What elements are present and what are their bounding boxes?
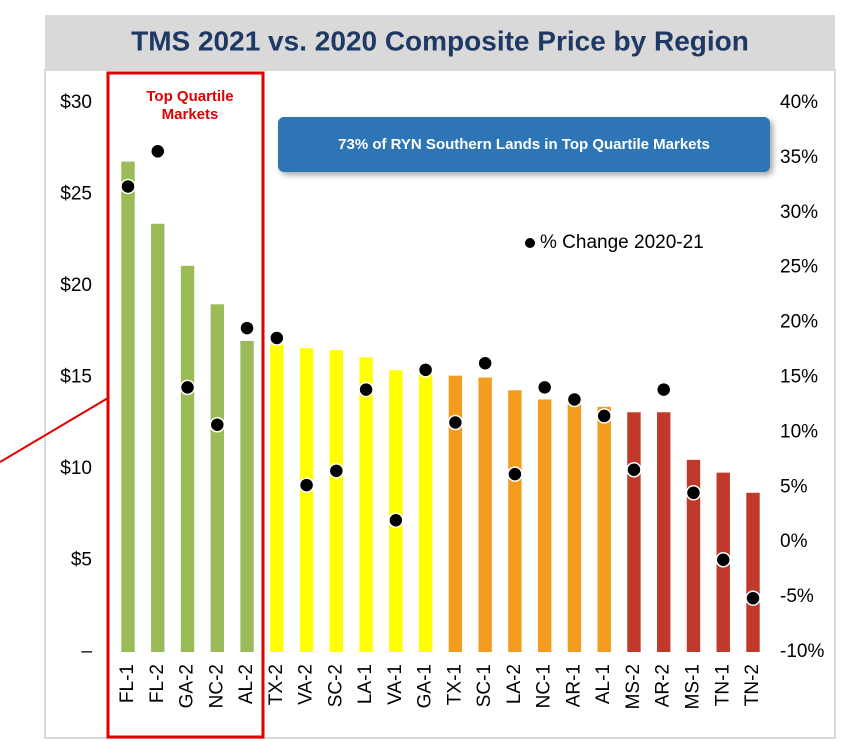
y2-tick-label: 5% xyxy=(780,476,808,497)
x-tick-label: SC-2 xyxy=(325,664,346,707)
point xyxy=(358,381,374,398)
bar xyxy=(686,459,701,652)
x-tick-label: LA-2 xyxy=(504,664,525,704)
y-tick-label: – xyxy=(81,641,92,662)
title-banner xyxy=(45,15,835,70)
annotation: Markets xyxy=(162,106,219,123)
bar xyxy=(508,390,522,652)
legend-label: % Change 2020-21 xyxy=(540,232,704,253)
bar xyxy=(537,399,552,652)
point xyxy=(150,143,166,160)
bar xyxy=(359,357,373,652)
x-tick-label: AR-2 xyxy=(653,664,674,707)
y2-tick-label: 25% xyxy=(780,257,818,278)
point xyxy=(655,381,672,398)
y-tick-label: $5 xyxy=(71,550,92,571)
plot-border xyxy=(44,69,836,739)
point xyxy=(417,362,434,378)
bar xyxy=(389,370,403,652)
y-tick-label: $25 xyxy=(60,184,92,205)
point xyxy=(388,512,404,528)
y2-tick-label: 0% xyxy=(780,531,808,552)
annotation: Top Quartile xyxy=(146,88,233,105)
y2-tick-label: 10% xyxy=(780,421,818,442)
bar xyxy=(478,377,492,652)
bar xyxy=(567,403,582,652)
bar xyxy=(627,412,641,652)
bar xyxy=(210,304,224,652)
x-tick-label: TX-1 xyxy=(444,664,465,705)
x-tick-label: LA-1 xyxy=(355,664,376,704)
x-tick-label: TX-2 xyxy=(266,664,287,705)
x-tick-label: SC-1 xyxy=(474,664,495,707)
x-tick-label: TN-1 xyxy=(712,664,733,706)
y2-tick-label: -10% xyxy=(780,641,824,662)
x-tick-label: FL-2 xyxy=(147,664,168,703)
point xyxy=(477,355,493,371)
point xyxy=(566,391,583,408)
y2-tick-label: 40% xyxy=(780,92,818,113)
bar xyxy=(240,340,254,652)
y2-tick-label: 35% xyxy=(780,147,818,168)
point xyxy=(507,466,523,482)
y2-tick-label: -5% xyxy=(780,586,814,607)
chart-title: TMS 2021 vs. 2020 Composite Price by Reg… xyxy=(131,25,749,56)
x-tick-label: NC-2 xyxy=(206,664,227,708)
x-tick-label: AR-1 xyxy=(563,664,584,707)
y2-tick-label: 15% xyxy=(780,367,818,388)
bar xyxy=(180,265,195,652)
x-tick-label: NC-1 xyxy=(534,664,555,708)
bar xyxy=(746,492,760,652)
x-tick-label: AL-1 xyxy=(593,664,614,704)
bar xyxy=(448,375,463,652)
x-tick-label: GA-2 xyxy=(177,664,198,708)
point xyxy=(596,408,612,424)
point xyxy=(626,461,642,478)
bar xyxy=(151,223,165,652)
point xyxy=(536,379,553,396)
y-tick-label: $20 xyxy=(60,275,92,296)
point xyxy=(685,485,702,501)
x-tick-label: FL-1 xyxy=(117,664,138,703)
y-tick-label: $15 xyxy=(60,367,92,388)
point xyxy=(715,552,731,568)
y2-tick-label: 30% xyxy=(780,202,818,223)
point xyxy=(209,416,226,433)
bar xyxy=(597,406,611,652)
point xyxy=(328,463,345,479)
point xyxy=(447,414,464,431)
point xyxy=(239,320,255,336)
x-tick-label: MS-2 xyxy=(623,664,644,709)
x-tick-label: AL-2 xyxy=(236,664,257,704)
bar xyxy=(270,344,284,652)
callout-text: 73% of RYN Southern Lands in Top Quartil… xyxy=(338,136,710,153)
point xyxy=(120,178,136,195)
point xyxy=(269,330,285,346)
y-tick-label: $10 xyxy=(60,458,92,479)
y-tick-label: $30 xyxy=(60,92,92,113)
point xyxy=(745,590,761,606)
callout-box xyxy=(278,117,770,172)
x-tick-label: MS-1 xyxy=(682,664,703,709)
x-tick-label: VA-2 xyxy=(296,664,317,705)
y2-tick-label: 20% xyxy=(780,312,818,333)
bar xyxy=(121,161,135,652)
bar xyxy=(657,412,671,652)
callout-line xyxy=(0,397,109,463)
point xyxy=(298,477,315,493)
legend-marker xyxy=(525,238,535,248)
x-tick-label: TN-2 xyxy=(742,664,763,706)
highlight-box xyxy=(106,71,265,739)
bar xyxy=(299,348,314,652)
x-tick-label: GA-1 xyxy=(415,664,436,708)
bar xyxy=(418,372,433,652)
point xyxy=(179,379,196,396)
bar xyxy=(329,350,344,652)
x-tick-label: VA-1 xyxy=(385,664,406,705)
